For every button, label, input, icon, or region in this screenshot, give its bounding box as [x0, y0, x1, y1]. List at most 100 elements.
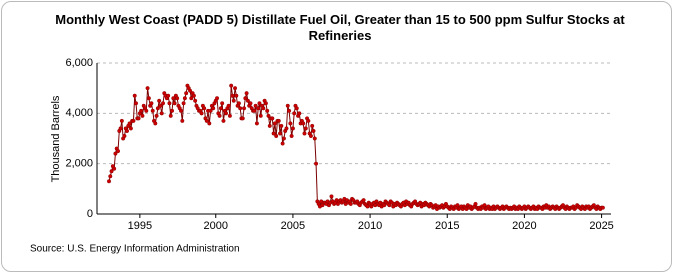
data-point — [361, 198, 366, 203]
data-point — [292, 111, 297, 116]
data-point — [211, 106, 216, 111]
y-tick-label: 2,000 — [65, 158, 93, 170]
data-point — [285, 103, 290, 108]
data-point — [112, 166, 117, 171]
data-point — [310, 123, 315, 128]
data-point — [234, 93, 239, 98]
data-point — [122, 133, 127, 138]
x-tick-label: 2000 — [204, 220, 228, 232]
data-point — [208, 108, 213, 113]
data-point — [600, 205, 605, 210]
data-point — [207, 121, 212, 126]
data-point — [308, 133, 313, 138]
data-point — [242, 106, 247, 111]
data-point — [302, 131, 307, 136]
data-point — [159, 111, 164, 116]
data-point — [253, 103, 258, 108]
data-point — [276, 118, 281, 123]
chart-title: Monthly West Coast (PADD 5) Distillate F… — [55, 12, 625, 43]
data-point — [254, 121, 259, 126]
data-point — [118, 126, 123, 131]
data-point — [256, 106, 261, 111]
data-point — [348, 201, 353, 206]
x-tick-label: 2005 — [281, 220, 305, 232]
data-point — [236, 101, 241, 106]
data-point — [245, 98, 250, 103]
data-point — [199, 111, 204, 116]
x-tick-label: 2010 — [358, 220, 382, 232]
data-point — [108, 174, 113, 179]
data-point — [155, 106, 160, 111]
data-point — [287, 108, 292, 113]
data-point — [128, 126, 133, 131]
data-point — [224, 111, 229, 116]
frame — [1, 1, 672, 272]
data-point — [482, 203, 487, 208]
data-point — [261, 106, 266, 111]
data-point — [230, 93, 235, 98]
data-point — [125, 128, 130, 133]
data-point — [266, 113, 271, 118]
data-point — [106, 179, 111, 184]
data-point — [193, 98, 198, 103]
x-tick-label: 2025 — [589, 220, 613, 232]
data-point — [146, 96, 151, 101]
data-point — [278, 131, 283, 136]
data-point — [314, 161, 319, 166]
data-point — [218, 106, 223, 111]
data-point — [131, 118, 136, 123]
data-point — [132, 93, 137, 98]
data-point — [153, 121, 158, 126]
data-point — [303, 126, 308, 131]
data-point — [248, 101, 253, 106]
data-point — [240, 116, 245, 121]
data-point — [271, 131, 276, 136]
data-point — [217, 113, 222, 118]
y-tick-label: 0 — [87, 208, 93, 220]
data-point — [229, 83, 234, 88]
data-point — [252, 108, 257, 113]
data-point — [119, 118, 124, 123]
data-point — [145, 86, 150, 91]
data-point — [127, 121, 132, 126]
data-point — [272, 121, 277, 126]
y-axis-label: Thousand Barrels — [50, 95, 62, 182]
data-point — [179, 108, 184, 113]
data-point — [257, 101, 262, 106]
data-point — [221, 118, 226, 123]
source: Source: U.S. Energy Information Administ… — [30, 244, 240, 255]
data-point — [172, 101, 177, 106]
x-tick-label: 1995 — [128, 220, 152, 232]
data-point — [170, 108, 175, 113]
data-point — [161, 101, 166, 106]
data-point — [180, 118, 185, 123]
data-point — [233, 86, 238, 91]
y-tick-label: 6,000 — [65, 57, 93, 69]
data-point — [289, 133, 294, 138]
data-point — [167, 101, 172, 106]
data-point — [311, 128, 316, 133]
data-point — [144, 108, 149, 113]
data-point — [140, 113, 145, 118]
data-point — [134, 101, 139, 106]
data-point — [288, 121, 293, 126]
data-point — [270, 116, 275, 121]
data-point — [175, 96, 180, 101]
data-point — [227, 113, 232, 118]
data-point — [109, 169, 114, 174]
data-point — [149, 101, 154, 106]
data-point — [284, 126, 289, 131]
data-point — [202, 106, 207, 111]
data-point — [154, 113, 159, 118]
data-point — [158, 103, 163, 108]
data-point — [231, 98, 236, 103]
data-point — [258, 113, 263, 118]
data-point — [136, 116, 141, 121]
data-point — [244, 91, 249, 96]
data-point — [290, 126, 295, 131]
data-point — [267, 123, 272, 128]
data-point — [297, 111, 302, 116]
x-tick-label: 2020 — [512, 220, 536, 232]
